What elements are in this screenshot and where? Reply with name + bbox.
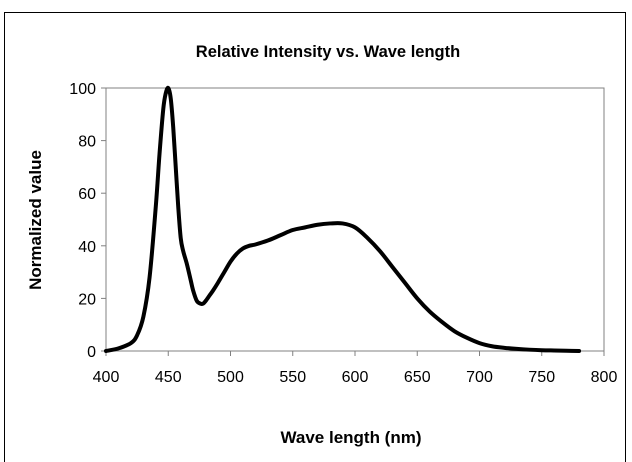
x-tick-label: 450 [155,369,182,386]
y-tick-label: 100 [69,81,96,98]
x-tick-label: 550 [279,369,306,386]
x-tick-label: 750 [528,369,555,386]
y-axis-label: Normalized value [26,150,45,290]
x-axis-label: Wave length (nm) [280,428,421,447]
x-tick-label: 600 [342,369,369,386]
x-tick-label: 650 [404,369,431,386]
x-tick-label: 500 [217,369,244,386]
x-tick-label: 700 [466,369,493,386]
x-tick-label: 400 [93,369,120,386]
chart-title: Relative Intensity vs. Wave length [196,43,460,61]
series-layer [104,85,582,353]
x-axis: 400 450 500 550 600 650 700 750 800 [93,351,618,386]
y-tick-label: 60 [78,186,96,203]
y-tick-label: 40 [78,239,96,256]
y-tick-label: 80 [78,134,96,151]
y-axis: 0 20 40 60 80 100 [69,81,106,361]
intensity-line [104,85,582,353]
y-tick-label: 0 [87,344,96,361]
y-tick-label: 20 [78,291,96,308]
x-tick-label: 800 [591,369,618,386]
chart-frame [4,12,626,462]
